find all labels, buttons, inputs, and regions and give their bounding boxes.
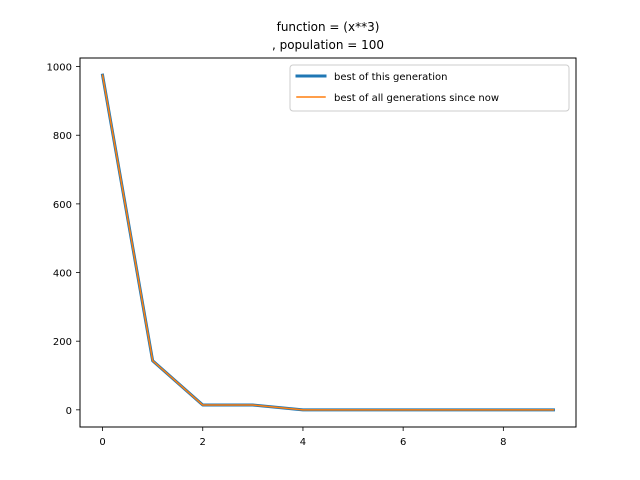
y-tick-label: 600: [53, 200, 72, 211]
plot-area: [80, 58, 576, 427]
y-tick-label: 0: [66, 406, 72, 417]
legend-label-best-of-all-generations: best of all generations since now: [334, 93, 499, 104]
chart-title-line-2: , population = 100: [272, 38, 384, 52]
x-tick-label: 0: [99, 437, 105, 448]
legend: best of this generation best of all gene…: [289, 64, 570, 112]
y-tick-label: 1000: [47, 63, 72, 74]
chart-title: function = (x**3) , population = 100: [272, 20, 384, 52]
plot-frame: [79, 57, 577, 428]
y-tick-label: 200: [53, 337, 72, 348]
y-tick-label: 400: [53, 269, 72, 280]
legend-box: [289, 64, 570, 112]
series-line-best-of-all-generations: [101, 74, 555, 411]
x-tick-label: 6: [400, 437, 406, 448]
y-tick-label: 800: [53, 131, 72, 142]
axis-layer: 0 2 4 6 8 0 200 400 600 800 1000: [47, 63, 507, 448]
x-tick-label: 4: [300, 437, 306, 448]
x-tick-label: 8: [500, 437, 506, 448]
legend-label-best-of-this-generation: best of this generation: [334, 72, 447, 83]
chart-title-line-1: function = (x**3): [277, 20, 380, 34]
series-layer: [100, 73, 555, 412]
x-tick-label: 2: [200, 437, 206, 448]
